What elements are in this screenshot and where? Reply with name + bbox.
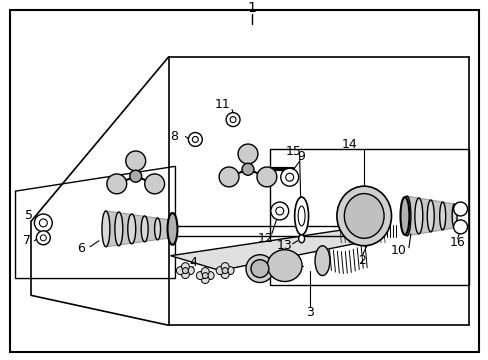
- Ellipse shape: [245, 255, 273, 283]
- Circle shape: [225, 113, 240, 127]
- Circle shape: [192, 136, 198, 143]
- Polygon shape: [406, 196, 454, 236]
- Circle shape: [181, 271, 189, 279]
- Ellipse shape: [298, 235, 304, 243]
- Ellipse shape: [439, 202, 445, 230]
- Text: 7: 7: [23, 234, 31, 247]
- Text: 2: 2: [358, 254, 366, 267]
- Circle shape: [230, 117, 236, 123]
- Circle shape: [129, 170, 142, 182]
- Text: 16: 16: [449, 236, 465, 249]
- Ellipse shape: [267, 250, 302, 282]
- Circle shape: [41, 235, 46, 241]
- Text: 8: 8: [170, 130, 178, 143]
- Text: 11: 11: [214, 98, 229, 111]
- Circle shape: [144, 174, 164, 194]
- Ellipse shape: [298, 206, 305, 226]
- Circle shape: [40, 219, 47, 227]
- Polygon shape: [170, 226, 368, 271]
- Circle shape: [242, 163, 253, 175]
- Ellipse shape: [336, 186, 391, 246]
- Circle shape: [280, 168, 298, 186]
- Ellipse shape: [400, 197, 408, 235]
- Circle shape: [453, 220, 467, 234]
- Circle shape: [36, 231, 50, 245]
- Ellipse shape: [402, 196, 410, 236]
- Ellipse shape: [115, 212, 122, 246]
- Text: 10: 10: [390, 244, 406, 257]
- Text: 6: 6: [77, 242, 85, 255]
- Circle shape: [270, 202, 288, 220]
- Circle shape: [176, 267, 184, 275]
- Ellipse shape: [154, 218, 160, 240]
- Circle shape: [206, 271, 214, 279]
- Circle shape: [219, 167, 239, 187]
- Text: 9: 9: [297, 150, 305, 163]
- Circle shape: [285, 173, 293, 181]
- Ellipse shape: [102, 211, 110, 247]
- Text: 14: 14: [341, 138, 356, 151]
- Circle shape: [125, 151, 145, 171]
- Circle shape: [182, 267, 188, 274]
- Circle shape: [221, 263, 229, 271]
- Circle shape: [238, 144, 257, 164]
- Text: 15: 15: [285, 145, 301, 158]
- Text: 3: 3: [305, 306, 313, 319]
- Ellipse shape: [141, 216, 148, 242]
- Circle shape: [275, 207, 283, 215]
- Circle shape: [201, 275, 209, 284]
- Ellipse shape: [451, 204, 456, 228]
- Text: 4: 4: [189, 256, 197, 269]
- Ellipse shape: [167, 213, 177, 245]
- Text: 12: 12: [258, 232, 273, 245]
- Circle shape: [453, 202, 467, 216]
- Circle shape: [225, 267, 234, 275]
- Circle shape: [34, 214, 52, 232]
- Circle shape: [107, 174, 126, 194]
- Text: 5: 5: [25, 210, 33, 222]
- Ellipse shape: [427, 200, 433, 232]
- Ellipse shape: [127, 214, 136, 244]
- Circle shape: [186, 267, 194, 275]
- Ellipse shape: [168, 220, 173, 238]
- Polygon shape: [106, 211, 170, 247]
- Ellipse shape: [314, 246, 329, 275]
- Circle shape: [201, 267, 209, 275]
- Circle shape: [202, 273, 208, 279]
- Text: 13: 13: [276, 239, 292, 252]
- Circle shape: [216, 267, 224, 275]
- Circle shape: [222, 267, 227, 274]
- Ellipse shape: [250, 260, 268, 278]
- Circle shape: [221, 271, 229, 279]
- Circle shape: [257, 167, 276, 187]
- Circle shape: [181, 263, 189, 271]
- Circle shape: [188, 132, 202, 147]
- Ellipse shape: [414, 198, 422, 234]
- Circle shape: [196, 271, 204, 279]
- Text: 1: 1: [247, 1, 256, 15]
- Ellipse shape: [344, 194, 383, 238]
- Ellipse shape: [294, 197, 308, 235]
